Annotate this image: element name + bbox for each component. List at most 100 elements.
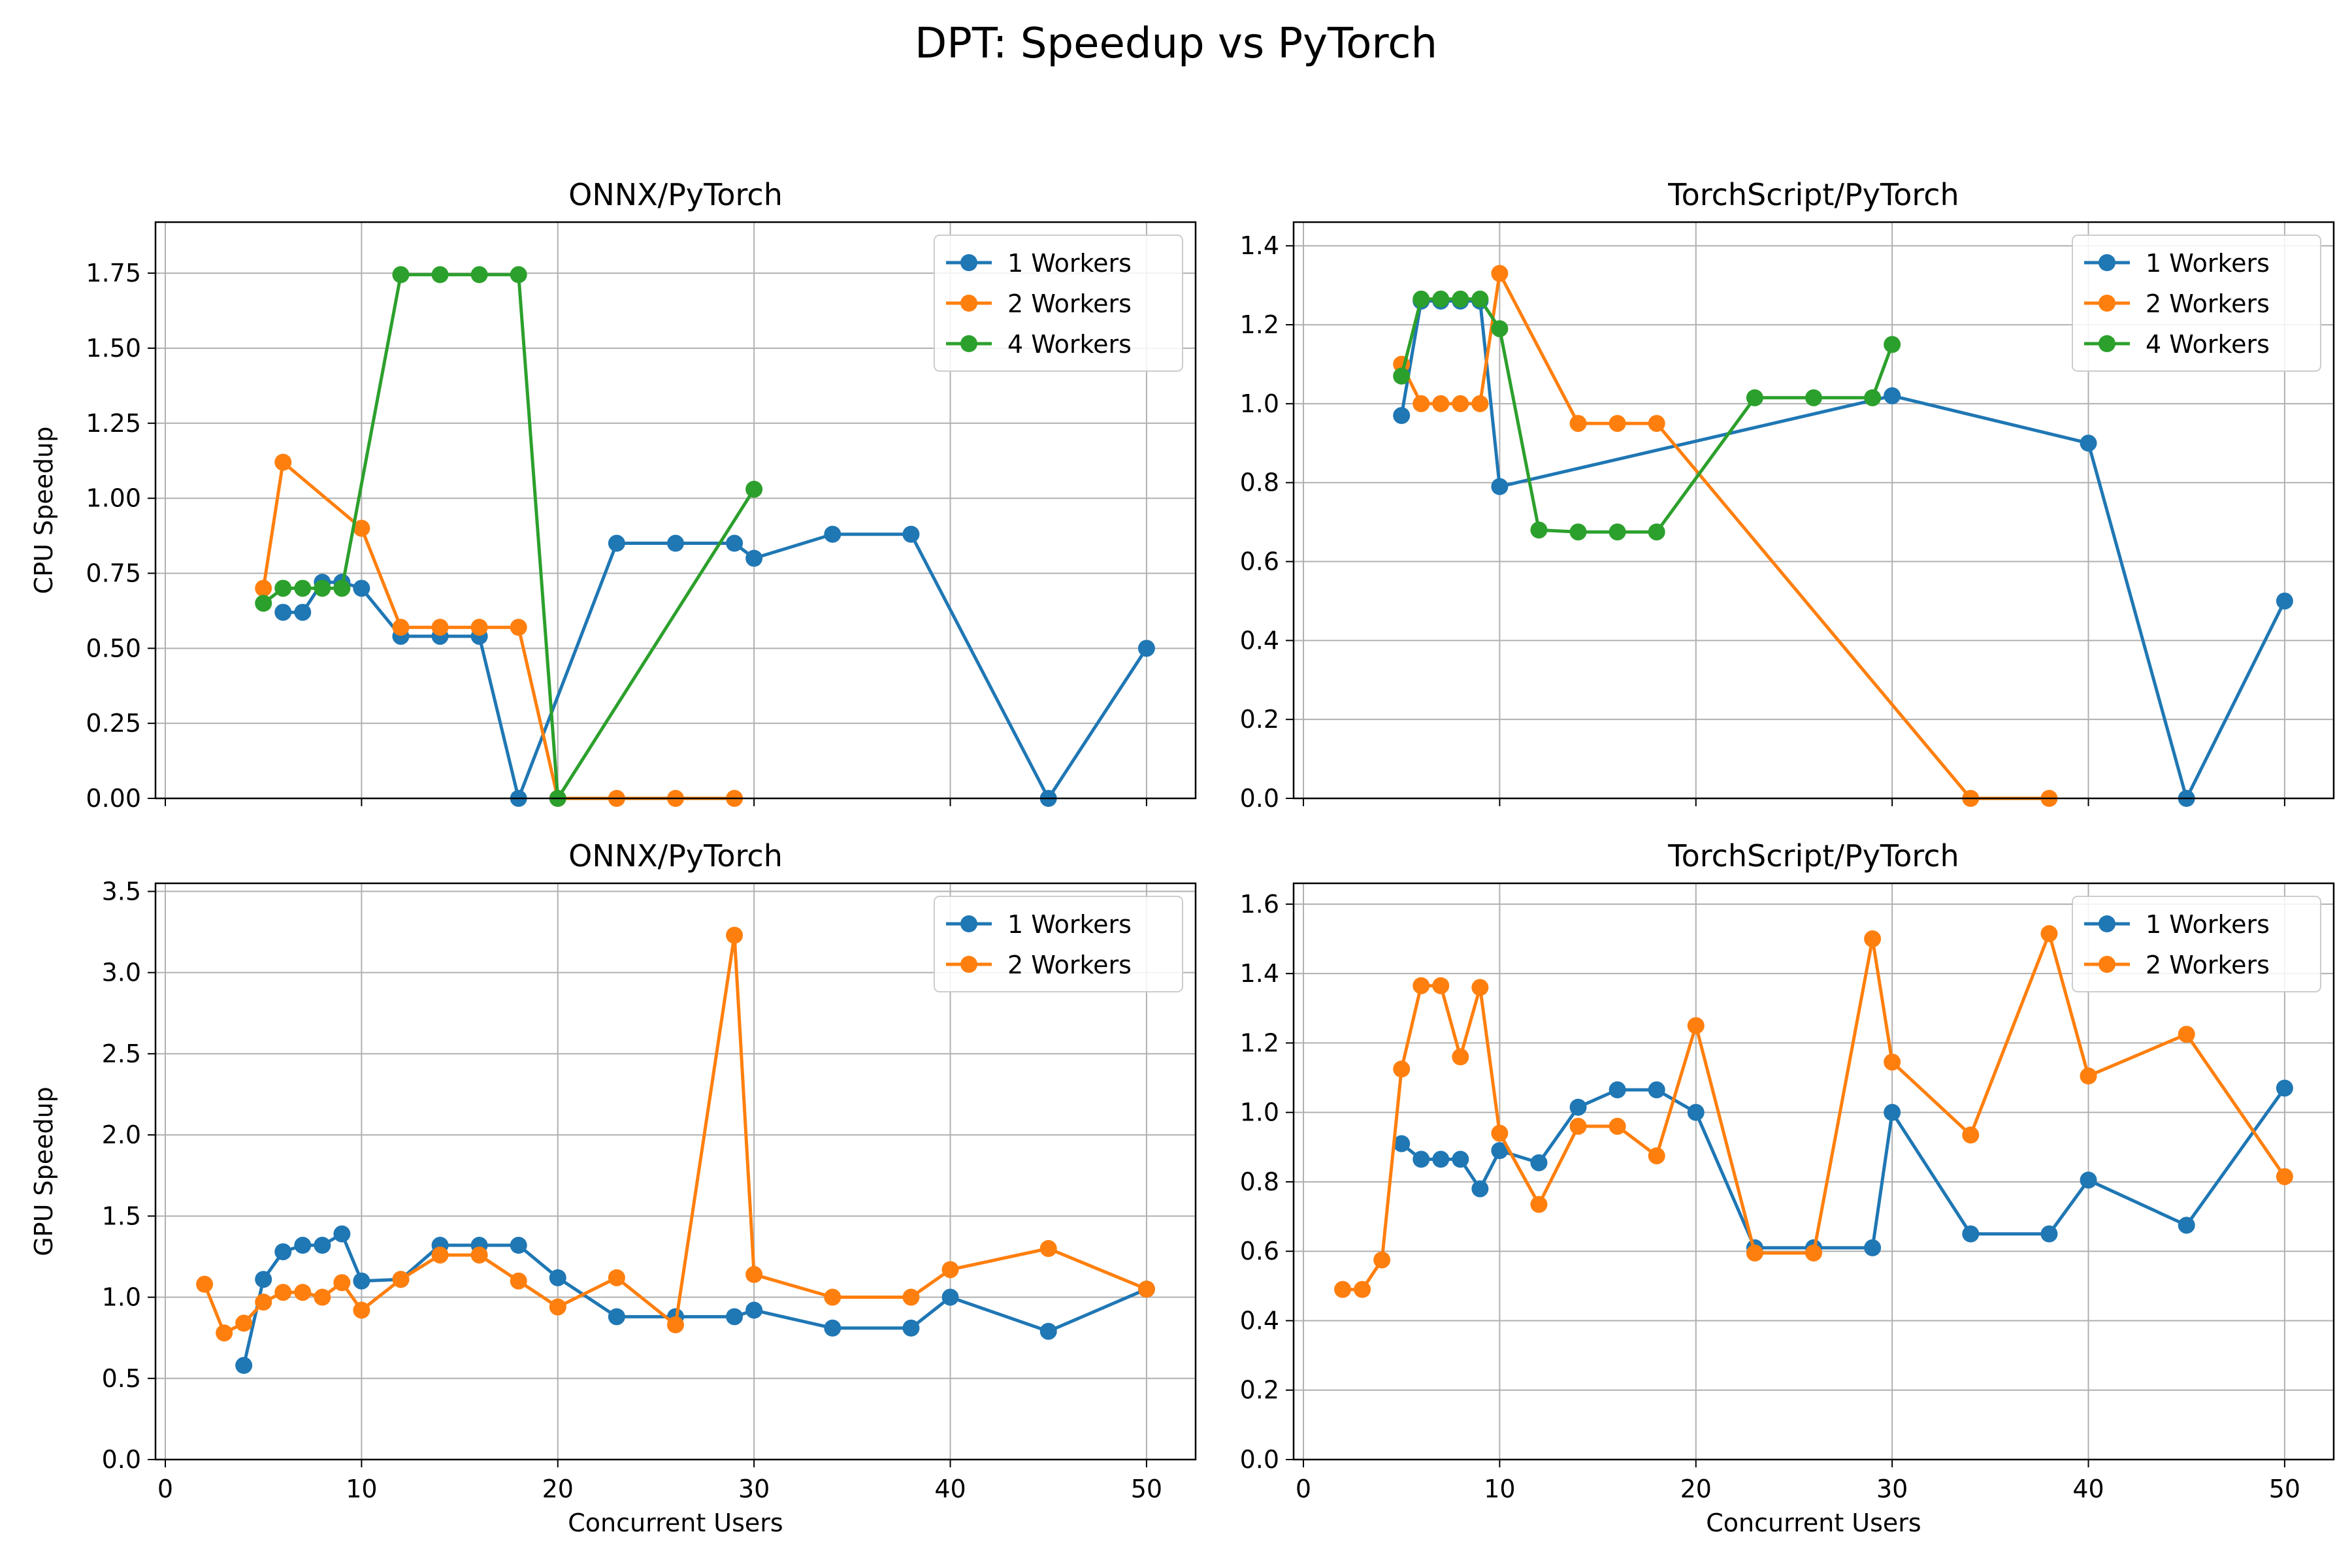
data-point [510,1237,527,1254]
data-point [2276,1079,2293,1097]
data-point [235,1356,253,1374]
data-point [1805,1244,1822,1262]
data-point [1687,1017,1705,1034]
data-point [1884,1053,1901,1071]
data-point [2040,1225,2058,1243]
legend-entry: 2 Workers [2146,289,2270,318]
data-point [1039,1322,1057,1340]
y-tick-label: 1.00 [86,484,141,513]
data-point [1805,389,1822,406]
data-point [1648,1147,1665,1165]
series-line [1399,299,2287,800]
data-point [2178,1026,2195,1043]
y-tick-label: 0.6 [1240,1237,1279,1266]
data-point [353,580,370,597]
y-tick-label: 1.50 [86,334,141,363]
data-point [726,926,743,944]
data-point [392,1271,410,1288]
x-axis-label: Concurrent Users [568,1509,783,1537]
data-point [470,619,488,636]
data-point [1471,290,1489,308]
data-point [274,580,292,597]
y-tick-label: 3.5 [102,877,141,906]
data-point [1746,389,1763,406]
data-point [1491,265,1509,282]
data-point [1609,1117,1626,1135]
data-point [1884,1103,1901,1121]
axes-frame [1292,882,2335,1461]
data-point [824,525,841,543]
x-tick-label: 30 [738,1475,770,1503]
data-point [549,1269,566,1286]
data-point [333,1274,351,1292]
data-point [255,1271,272,1288]
data-point [470,266,488,284]
legend-swatch-marker [2099,254,2115,271]
chart-panel-4: 0 10 20 30 40 50 0.0 0.2 0.4 0.6 0.8 1.0 1.2 1.4 1.6 To… [1240,838,2335,1537]
data-point [294,580,312,597]
y-tick-label: 0.8 [1240,1168,1279,1196]
data-point [314,1288,331,1306]
data-point [902,525,920,543]
legend-swatch-marker [2099,915,2115,932]
data-point [1530,1154,1548,1171]
data-point [274,1284,292,1301]
legend-entry: 1 Workers [2146,249,2270,278]
y-tick-label: 1.0 [1240,389,1279,418]
data-point [1373,1251,1391,1269]
legend-swatch-marker [2099,335,2115,352]
data-point [1648,415,1665,433]
legend-swatch-marker [960,335,977,352]
series-line [203,934,1147,1335]
data-point [2276,1168,2293,1185]
data-point [216,1324,233,1342]
data-point [431,266,449,284]
data-point [1864,389,1882,406]
data-point [255,1294,272,1311]
data-point [255,580,272,597]
y-tick-label: 0.50 [86,634,141,662]
data-point [1413,977,1430,994]
data-point [726,534,743,552]
data-point [2080,1171,2097,1189]
legend: 1 Workers 2 Workers 4 Workers [934,235,1183,372]
x-axis-label: Concurrent Users [1706,1509,1921,1537]
legend-entry: 1 Workers [1007,910,1132,939]
data-point [2276,592,2293,610]
data-point [274,604,292,621]
x-tick-label: 20 [1680,1475,1712,1503]
data-point [1452,290,1469,308]
data-point [431,1246,449,1264]
legend-swatch-marker [960,915,977,932]
panel-title: TorchScript/PyTorch [1667,838,1959,874]
data-point [824,1288,841,1306]
panel-title: TorchScript/PyTorch [1667,177,1959,212]
data-point [902,1288,920,1306]
data-point [1491,478,1509,495]
data-point [1648,1081,1665,1099]
legend-swatch-marker [960,295,977,312]
legend: 1 Workers 2 Workers 4 Workers [2072,235,2321,372]
axes-frame [1292,221,2335,800]
x-tick-label: 10 [1484,1475,1515,1503]
x-tick-label: 0 [157,1475,173,1503]
legend-box [934,896,1183,992]
x-tick-label: 10 [346,1475,377,1503]
data-point [1354,1281,1371,1298]
data-point [235,1315,253,1332]
data-point [392,266,410,284]
data-point [1452,1151,1469,1168]
data-point [1413,290,1430,308]
data-point [1962,1225,1980,1243]
data-point [1039,1240,1057,1258]
series-line [1399,297,1894,534]
data-point [333,1225,351,1243]
data-point [274,1243,292,1260]
y-tick-label: 1.5 [102,1201,141,1230]
legend-entry: 2 Workers [1007,289,1132,318]
data-point [1471,1180,1489,1198]
x-tick-label: 30 [1876,1475,1908,1503]
data-point [510,619,527,636]
y-tick-label: 1.2 [1240,1028,1279,1057]
